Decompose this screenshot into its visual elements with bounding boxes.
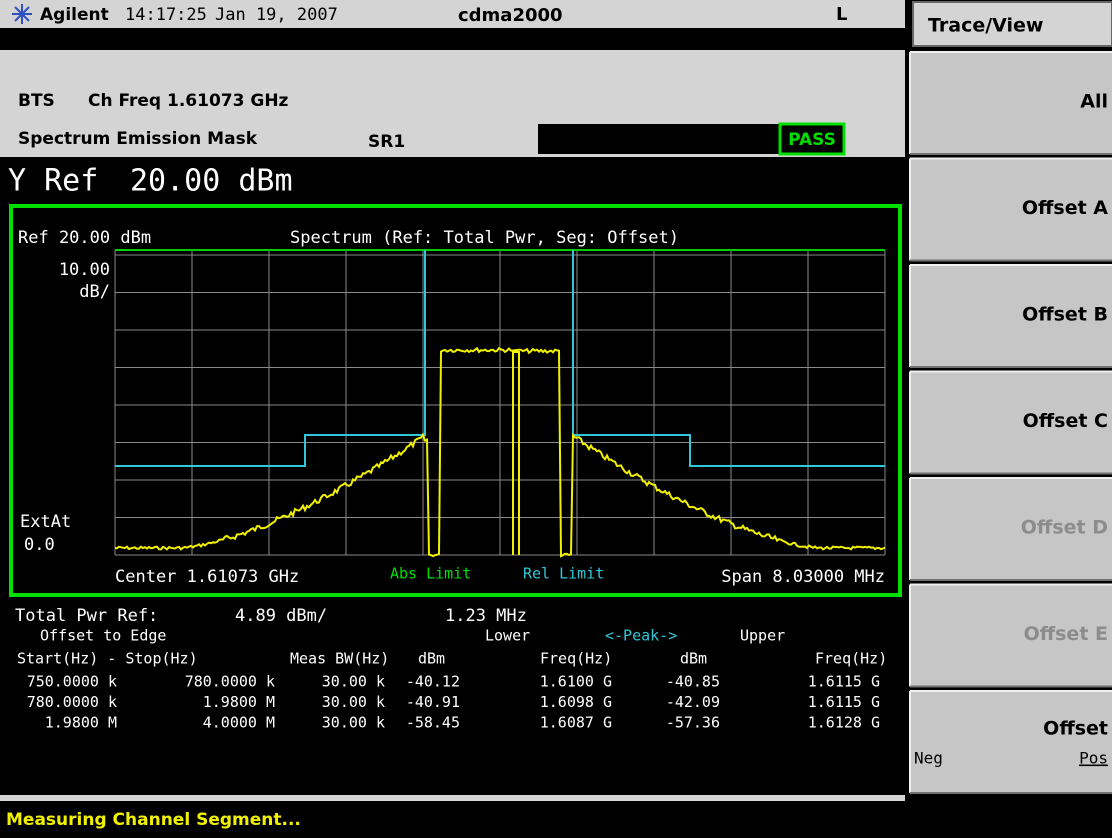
graph-ref: Ref 20.00 dBm (18, 228, 151, 248)
total-power: 4.89 dBm/ (235, 606, 327, 626)
yref-value: 20.00 dBm (130, 164, 293, 199)
table-cell: 780.0000 k (185, 673, 275, 691)
table-cell: 1.6087 G (540, 714, 612, 732)
yref-label: Y Ref (8, 164, 98, 199)
status-text: Measuring Channel Segment... (6, 810, 301, 830)
graph-title: Spectrum (Ref: Total Pwr, Seg: Offset) (290, 228, 679, 248)
group-header: <-Peak-> (605, 627, 677, 645)
softkey-label[interactable]: Offset C (1023, 410, 1108, 432)
graph-frame (9, 204, 902, 597)
results-table: Offset to Edge Lower <-Peak-> Upper Start(Hz… (17, 627, 887, 732)
spectrum-trace (114, 346, 886, 558)
table-cell: 750.0000 k (27, 673, 117, 691)
table-cell: 1.6115 G (808, 673, 880, 691)
softkeys: All Offset A Offset B Offset C Offset D Offse… (909, 51, 1112, 794)
result-box (538, 124, 780, 154)
table-cell: 30.00 k (322, 714, 385, 732)
table-cell: 780.0000 k (27, 693, 117, 711)
scale-value: 10.00 (59, 260, 110, 280)
abs-limit-label: Abs Limit (390, 565, 471, 583)
toggle-off[interactable]: Neg (914, 749, 943, 768)
center: Center 1.61073 GHz (115, 567, 299, 587)
column-header: Start(Hz) - Stop(Hz) (17, 650, 198, 668)
column-header: Freq(Hz) (815, 650, 887, 668)
table-cell: -40.12 (406, 673, 460, 691)
column-header: dBm (418, 650, 445, 668)
table-cell: -40.91 (406, 693, 460, 711)
table-cell: 1.9800 M (203, 693, 275, 711)
group-header: Upper (740, 627, 785, 645)
softkey-label[interactable]: Offset D (1021, 517, 1108, 539)
softkey[interactable] (910, 584, 1112, 687)
rel-limit-label: Rel Limit (523, 565, 604, 583)
ext-value: 0.0 (24, 535, 55, 555)
table-cell: 4.0000 M (203, 714, 275, 732)
menu-title: Trace/View (928, 15, 1043, 37)
black-band (0, 28, 905, 50)
indicator: L (836, 4, 847, 25)
softkey[interactable] (910, 371, 1112, 474)
table-cell: 1.6128 G (808, 714, 880, 732)
table-cell: 1.9800 M (45, 714, 117, 732)
table-cell: 30.00 k (322, 693, 385, 711)
table-cell: 1.6098 G (540, 693, 612, 711)
softkey-label[interactable]: Offset B (1022, 304, 1108, 326)
station: BTS (18, 91, 55, 111)
table-cell: 1.6115 G (808, 693, 880, 711)
table-cell: 30.00 k (322, 673, 385, 691)
scale-unit: dB/ (79, 282, 110, 302)
measurement: Spectrum Emission Mask (18, 129, 258, 149)
group-header: Lower (485, 627, 530, 645)
softkey-label[interactable]: Offset E (1024, 623, 1108, 645)
channel: Ch Freq 1.61073 GHz (88, 91, 289, 111)
softkey[interactable] (910, 52, 1112, 154)
column-header: Meas BW(Hz) (290, 650, 389, 668)
menu-title-box (912, 1, 1112, 47)
toggle-on[interactable]: Pos (1079, 749, 1108, 768)
bandwidth: 1.23 MHz (445, 606, 527, 626)
brand: Agilent (40, 5, 109, 25)
softkey[interactable] (910, 478, 1112, 580)
column-header: dBm (680, 650, 707, 668)
span: Span 8.03000 MHz (721, 567, 885, 587)
ext-label: ExtAt (20, 512, 71, 532)
rel-limit-right (572, 250, 885, 467)
mode: cdma2000 (458, 5, 563, 26)
group-header: Offset to Edge (40, 627, 166, 645)
softkey[interactable] (910, 691, 1112, 793)
trace-notch (512, 351, 520, 555)
status-separator (0, 795, 905, 801)
table-cell: -40.85 (666, 673, 720, 691)
time: 14:17:25 (125, 5, 207, 25)
rate: SR1 (368, 132, 405, 152)
softkey-label[interactable]: All (1080, 91, 1108, 113)
date: Jan 19, 2007 (215, 5, 338, 25)
verdict: PASS (788, 130, 836, 150)
softkey[interactable] (910, 158, 1112, 261)
table-cell: -57.36 (666, 714, 720, 732)
table-cell: -58.45 (406, 714, 460, 732)
column-header: Freq(Hz) (540, 650, 612, 668)
rel-limit-left (115, 250, 426, 467)
softkey[interactable] (910, 265, 1112, 367)
toggle-label[interactable]: Offset (1043, 718, 1108, 740)
table-cell: 1.6100 G (540, 673, 612, 691)
total-label: Total Pwr Ref: (15, 606, 158, 626)
table-cell: -42.09 (666, 693, 720, 711)
softkey-label[interactable]: Offset A (1022, 197, 1108, 219)
pass-box (778, 122, 846, 156)
header-bar (0, 0, 905, 28)
logo (12, 4, 32, 24)
grid (114, 250, 886, 556)
